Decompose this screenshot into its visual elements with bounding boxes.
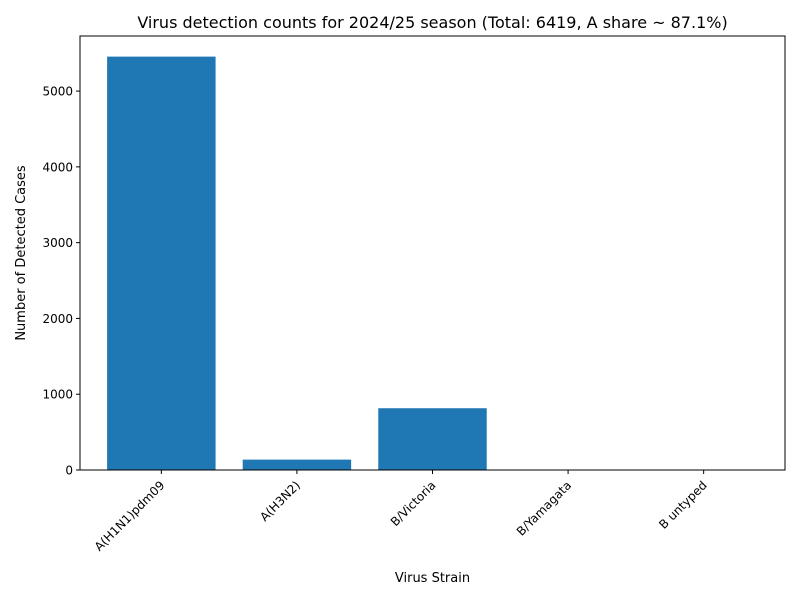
- y-axis: 0 1000 2000 3000 4000 5000: [42, 85, 80, 478]
- y-axis-label: Number of Detected Cases: [14, 165, 29, 341]
- y-tick-label: 0: [65, 464, 73, 478]
- bar-b-victoria: [378, 408, 487, 470]
- y-tick-label: 3000: [42, 236, 73, 250]
- chart-title: Virus detection counts for 2024/25 seaso…: [137, 13, 727, 32]
- bar-a-h1n1-pdm09: [107, 56, 216, 470]
- plot-area: [107, 56, 758, 471]
- y-tick-label: 2000: [42, 312, 73, 326]
- x-axis-label: Virus Strain: [395, 571, 470, 586]
- y-tick-label: 4000: [42, 160, 73, 174]
- y-tick-label: 5000: [42, 85, 73, 99]
- plot-frame: [79, 35, 786, 471]
- bar-a-h3n2: [242, 459, 352, 470]
- y-tick-label: 1000: [42, 388, 73, 402]
